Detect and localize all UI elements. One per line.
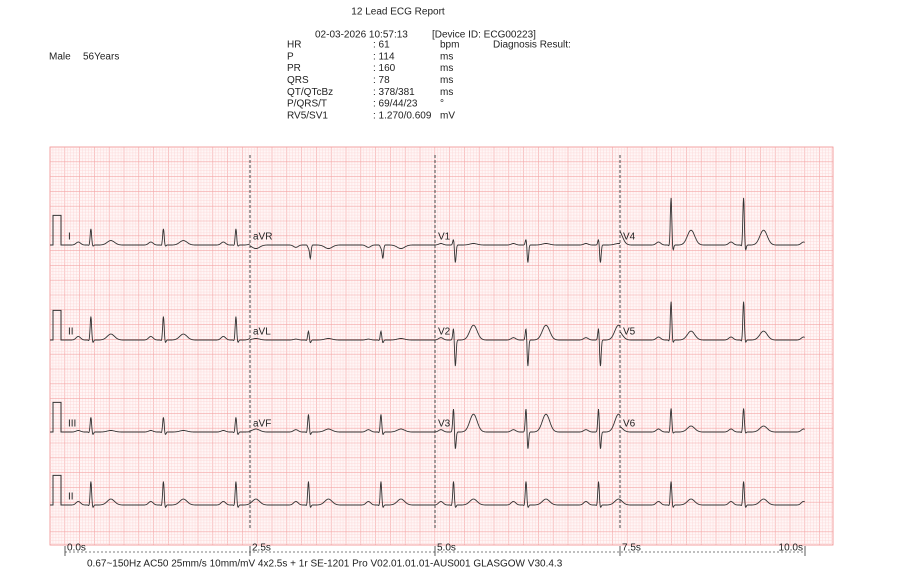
patient-sex: Male <box>49 52 71 63</box>
measure-label: P <box>287 51 294 62</box>
diagnosis-label: Diagnosis Result: <box>493 40 571 51</box>
lead-label: V4 <box>623 232 636 243</box>
measure-label: P/QRS/T <box>287 99 327 110</box>
measure-value: : 61 <box>373 40 390 51</box>
measure-value: : 114 <box>373 51 395 62</box>
lead-label: I <box>68 232 71 243</box>
measure-value: : 160 <box>373 63 396 74</box>
measure-label: RV5/SV1 <box>287 110 328 121</box>
ecg-trace <box>65 228 251 247</box>
lead-label: aVL <box>253 327 271 338</box>
report-title: 12 Lead ECG Report <box>351 7 445 18</box>
ecg-trace <box>65 316 251 344</box>
lead-label: aVF <box>253 419 271 430</box>
measurements: HR : 61 bpm P : 114 ms PR : 160 ms QRS : 78 ms QT/QT… <box>287 40 459 122</box>
device-id: [Device ID: ECG00223] <box>432 30 536 41</box>
measure-value: : 78 <box>373 75 390 86</box>
lead-label: III <box>68 419 76 430</box>
lead-label: II <box>68 492 74 503</box>
measure-label: PR <box>287 63 301 74</box>
calibration-pulse <box>50 401 65 433</box>
datetime: 02-03-2026 10:57:13 <box>315 30 408 41</box>
ecg-trace <box>65 481 805 509</box>
time-label: 10.0s <box>779 543 803 554</box>
lead-label: V6 <box>623 419 636 430</box>
lead-label: aVR <box>253 232 272 243</box>
lead-label: V5 <box>623 327 636 338</box>
ecg-trace <box>434 239 620 263</box>
measure-unit: mV <box>440 110 455 121</box>
calibration-pulse <box>50 309 65 341</box>
time-label: 5.0s <box>437 543 456 554</box>
lead-label: II <box>68 327 74 338</box>
ecg-trace <box>249 414 436 436</box>
time-axis: 0.0s 2.5s 5.0s 7.5s 10.0s <box>64 543 806 556</box>
calibration-pulse <box>50 474 65 506</box>
time-label: 0.0s <box>67 543 86 554</box>
time-label: 2.5s <box>252 543 271 554</box>
ecg-trace <box>619 301 805 344</box>
lead-label: V1 <box>438 232 451 243</box>
ecg-trace <box>65 417 251 435</box>
ecg-trace <box>249 329 435 344</box>
ecg-trace <box>435 409 621 449</box>
measure-unit: ° <box>440 99 444 110</box>
lead-label: V3 <box>438 419 451 430</box>
time-label: 7.5s <box>622 543 641 554</box>
footer: 0.67~150Hz AC50 25mm/s 10mm/mV 4x2.5s + … <box>87 559 563 570</box>
measure-unit: bpm <box>440 40 459 51</box>
measure-value: : 1.270/0.609 <box>373 110 432 121</box>
measure-label: HR <box>287 40 301 51</box>
measure-unit: ms <box>440 87 453 98</box>
ecg-trace <box>249 244 436 261</box>
measure-label: QRS <box>287 75 309 86</box>
ecg-trace <box>619 197 805 251</box>
measure-value: : 69/44/23 <box>373 99 418 110</box>
ecg-grid <box>49 146 834 546</box>
measure-unit: ms <box>440 63 453 74</box>
measure-unit: ms <box>440 51 453 62</box>
ecg-trace <box>435 324 621 367</box>
measure-unit: ms <box>440 75 453 86</box>
measure-value: : 378/381 <box>373 87 415 98</box>
measure-label: QT/QTcBz <box>287 87 333 98</box>
grid-background <box>49 146 834 546</box>
patient-age: 56Years <box>83 52 119 63</box>
lead-label: V2 <box>438 327 451 338</box>
calibration-pulse <box>50 214 65 246</box>
ecg-trace <box>619 408 805 434</box>
